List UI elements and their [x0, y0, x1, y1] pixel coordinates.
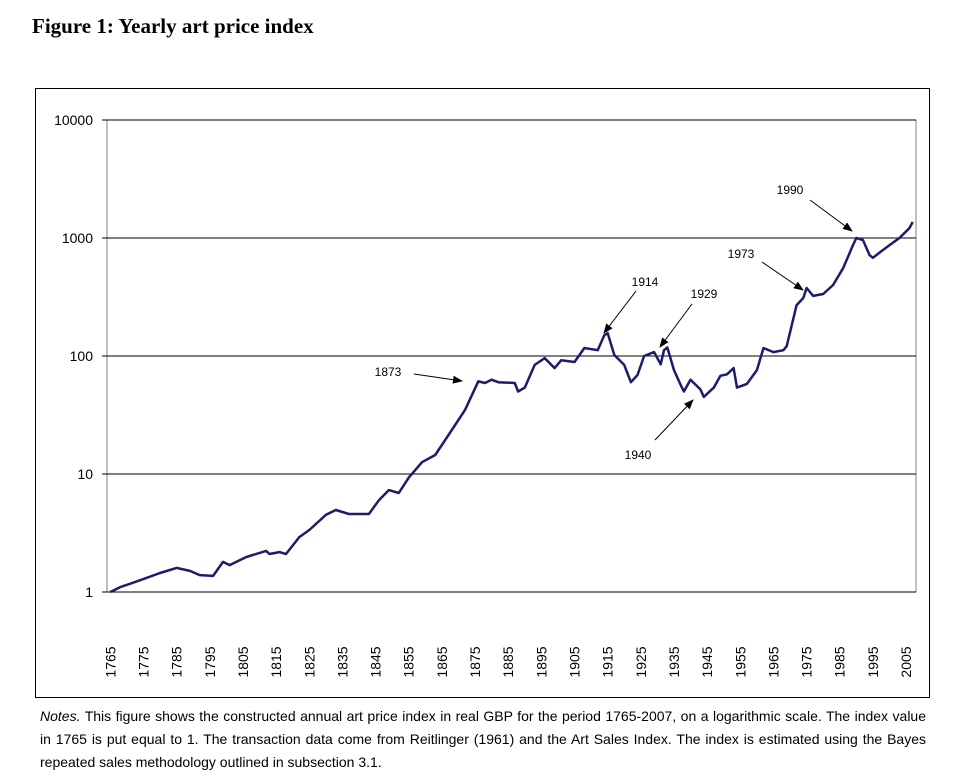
x-tick-label: 2005: [898, 646, 914, 677]
x-tick-label: 1895: [533, 646, 549, 677]
x-tick-label: 1925: [633, 646, 649, 677]
annotation-label: 1940: [625, 448, 652, 462]
x-tick-label: 1805: [235, 646, 251, 677]
notes-text: This figure shows the constructed annual…: [40, 708, 926, 770]
x-tick-label: 1845: [368, 646, 384, 677]
x-tick-label: 1995: [865, 646, 881, 677]
x-tick-label: 1875: [467, 646, 483, 677]
x-tick-label: 1825: [301, 646, 317, 677]
x-tick-label: 1835: [334, 646, 350, 677]
y-tick-label: 10: [77, 466, 93, 482]
x-tick-label: 1855: [401, 646, 417, 677]
annotation-label: 1990: [777, 183, 804, 197]
annotation-arrow: [413, 373, 463, 384]
x-tick-label: 1815: [268, 646, 284, 677]
y-tick-label: 100: [70, 348, 94, 364]
price-index-line: [109, 221, 914, 594]
x-tick-label: 1885: [500, 646, 516, 677]
x-tick-label: 1985: [832, 646, 848, 677]
x-tick-label: 1915: [600, 646, 616, 677]
x-tick-label: 1865: [434, 646, 450, 677]
notes: Notes. This figure shows the constructed…: [40, 705, 926, 774]
notes-label: Notes.: [40, 708, 81, 724]
annotation-label: 1914: [632, 275, 659, 289]
chart: Figure 1: Yearly art price index 1 10 100 1…: [32, 14, 930, 698]
x-tick-label: 1765: [102, 646, 118, 677]
x-tick-label: 1955: [732, 646, 748, 677]
y-tick-label: 1: [85, 584, 93, 600]
x-tick-label: 1905: [566, 646, 582, 677]
x-tick-label: 1775: [135, 646, 151, 677]
x-tick-label: 1795: [202, 646, 218, 677]
x-tick-label: 1935: [666, 646, 682, 677]
annotation-label: 1973: [728, 247, 755, 261]
x-tick-label: 1785: [169, 646, 185, 677]
x-tick-label: 1965: [765, 646, 781, 677]
x-tick-label: 1975: [799, 646, 815, 677]
annotation-arrow: [659, 303, 693, 348]
annotation-arrow: [603, 290, 637, 334]
x-tick-label: 1945: [699, 646, 715, 677]
annotation-arrow: [761, 261, 804, 291]
annotation-label: 1929: [691, 287, 718, 301]
annotation-arrow: [809, 199, 853, 232]
annotation-label: 1873: [375, 365, 402, 379]
annotation-arrow: [654, 399, 694, 441]
chart-title: Figure 1: Yearly art price index: [32, 14, 314, 38]
y-tick-label: 10000: [54, 112, 93, 128]
chart-frame: [35, 88, 930, 698]
y-tick-label: 1000: [62, 230, 93, 246]
